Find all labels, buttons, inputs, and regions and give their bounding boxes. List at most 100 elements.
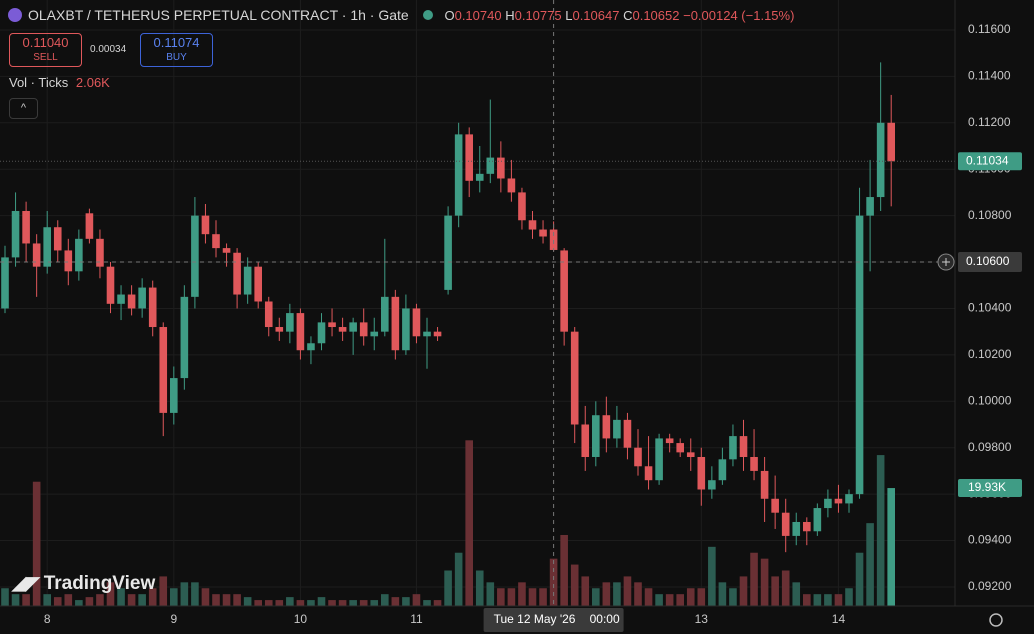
title: OLAXBT / TETHERUS PERPETUAL CONTRACT · 1… (28, 7, 409, 23)
x-tick-label: 11 (410, 612, 423, 626)
candle-body (22, 210, 30, 244)
volume-bar (876, 455, 885, 606)
logo: ◢◤ TradingView (12, 573, 155, 595)
candle-body (180, 296, 189, 379)
candle-body (85, 213, 94, 239)
change: −0.00124 (−1.15%) (683, 8, 795, 23)
volume-bar (560, 534, 568, 606)
candle-body (708, 480, 716, 490)
coin-icon (8, 8, 22, 22)
candle-body (423, 331, 431, 337)
candle-body (264, 301, 273, 328)
volume-bar (665, 594, 674, 606)
candle-body (760, 470, 769, 499)
volume-bar (32, 481, 41, 606)
collapse-button[interactable]: ^ (9, 98, 38, 119)
volume-bar (412, 594, 421, 606)
volume-value: 2.06K (75, 75, 110, 90)
volume-bar (11, 594, 20, 606)
candle-body (634, 447, 642, 467)
volume-bar (834, 594, 843, 606)
volume-bar (634, 582, 642, 606)
candle-body (781, 512, 790, 536)
candle-body (138, 287, 146, 309)
volume-bar (286, 597, 294, 606)
volume-bar (718, 582, 727, 606)
volume-bar (64, 594, 73, 606)
volume-bar (708, 546, 716, 606)
sell-price: 0.11040 (22, 35, 69, 50)
candle-body (254, 266, 262, 302)
y-tick-label: 0.09400 (968, 533, 1012, 547)
volume-bar (549, 558, 558, 606)
ohlc-letter: O (444, 8, 455, 23)
candle-body (855, 215, 864, 495)
x-tick-label: 9 (170, 612, 177, 626)
candle-body (1, 257, 9, 309)
volume-bar (771, 576, 779, 606)
candle-body (750, 456, 758, 471)
header: OLAXBT / TETHERUS PERPETUAL CONTRACT · 1… (8, 7, 794, 23)
candle-body (824, 498, 832, 509)
ohlc-value: 0.10775 (514, 8, 562, 23)
candle-body (676, 443, 684, 453)
volume-bar (201, 588, 210, 606)
volume-bar (180, 582, 189, 606)
volume-bar (760, 558, 769, 606)
volume-bar (592, 588, 600, 606)
candle-body (528, 220, 537, 230)
candle-body (845, 494, 853, 504)
y-tick-label: 0.09200 (968, 579, 1012, 593)
sell-label: SELL (33, 52, 58, 63)
volume-bar (53, 597, 62, 606)
volume-bar (824, 594, 832, 606)
sell-button[interactable]: 0.11040 SELL (9, 33, 82, 67)
y-tick-label: 0.09800 (968, 440, 1012, 454)
candle-body (53, 227, 62, 251)
volume-bar (486, 582, 495, 606)
x-tick-label: 14 (832, 612, 846, 626)
candle-body (834, 498, 843, 504)
candle-body (275, 327, 284, 332)
candle-body (148, 287, 157, 328)
volume-bar (729, 588, 737, 606)
volume-bar (159, 576, 168, 606)
candle-body (518, 192, 526, 221)
volume-bar (581, 576, 590, 606)
crosshair-time: 00:00 (590, 612, 620, 626)
volume-bar (254, 600, 262, 606)
candle-body (739, 436, 748, 457)
candle-body (64, 250, 73, 272)
candle-body (328, 322, 336, 328)
candle-body (602, 415, 611, 439)
volume-bar (518, 582, 526, 606)
candle-body (813, 508, 822, 532)
volume-bar (138, 594, 146, 606)
volume-bar (317, 597, 326, 606)
candle-body (243, 266, 252, 295)
volume-bar (433, 600, 442, 606)
candle-body (349, 322, 357, 332)
candle-body (613, 419, 621, 439)
settings-icon[interactable] (989, 613, 1003, 627)
volume-bar (349, 600, 357, 606)
candle-body (507, 178, 516, 193)
volume-bar (338, 600, 347, 606)
volume-bar (191, 582, 199, 606)
volume-bar (328, 600, 336, 606)
volume-bar (75, 600, 83, 606)
candle-body (296, 313, 305, 351)
candle-body (11, 210, 20, 258)
y-tick-label: 0.10000 (968, 393, 1012, 407)
volume-bar (222, 594, 231, 606)
volume-bar (570, 564, 579, 606)
volume-bar (739, 576, 748, 606)
logo-mark: ◢◤ (12, 573, 40, 593)
ohlc-value: 0.10647 (572, 8, 620, 23)
volume-bar (792, 582, 801, 606)
volume-bar (465, 440, 473, 606)
candle-body (465, 134, 473, 181)
candle-body (412, 308, 421, 337)
buy-button[interactable]: 0.11074 BUY (140, 33, 213, 67)
